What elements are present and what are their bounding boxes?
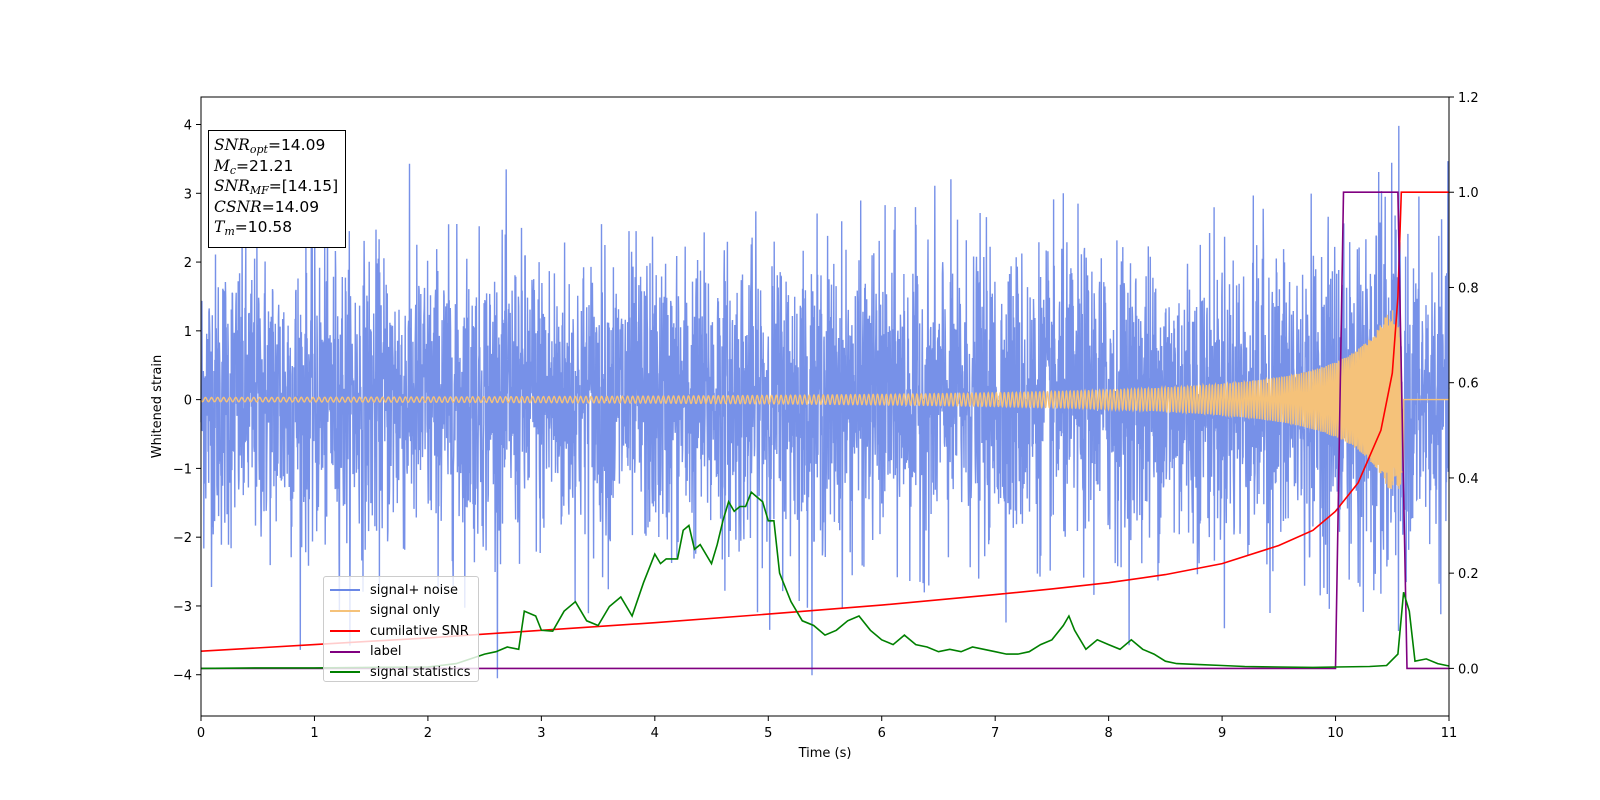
legend-item-signal-only: signal only <box>330 601 472 622</box>
annotation-snr-opt: SNRopt=14.09 <box>214 136 326 156</box>
annotation-snr-mf: SNRMF=[14.15] <box>214 177 339 197</box>
cumulative-snr-line <box>200 191 1449 652</box>
legend-swatch-signal-noise <box>330 589 360 592</box>
x-axis-ticks: 0 1 2 3 4 5 6 7 8 9 10 11 <box>197 716 1457 741</box>
annotation-tm: Tm=10.58 <box>214 218 293 238</box>
y-tick-label: 0 <box>184 394 192 409</box>
legend-item-signal-statistics: signal statistics <box>330 662 472 683</box>
x-tick-label: 2 <box>424 726 432 741</box>
plot-frame <box>200 96 1450 717</box>
series-signal-noise <box>200 125 1450 679</box>
y-tick-label: 1 <box>184 325 192 340</box>
x-tick-label: 5 <box>764 726 772 741</box>
legend-swatch-label <box>330 650 360 653</box>
legend-item-label: label <box>330 642 472 663</box>
legend-swatch-signal-statistics <box>330 671 360 674</box>
x-tick-label: 9 <box>1218 726 1226 741</box>
series-signal-only <box>200 310 1449 490</box>
legend-label-label: label <box>370 644 402 660</box>
legend-label-signal-only: signal only <box>370 603 441 619</box>
legend-item-cumulative-snr: cumilative SNR <box>330 621 472 642</box>
y2-tick-label: 1.2 <box>1458 91 1479 106</box>
annotation-csnr: CSNR=14.09 <box>214 197 320 216</box>
x-tick-label: 10 <box>1327 726 1344 741</box>
y-tick-label: −1 <box>173 462 192 477</box>
x-axis-label: Time (s) <box>798 746 852 761</box>
y2-axis-ticks: 0.0 0.2 0.4 0.6 0.8 1.0 1.2 <box>1449 91 1479 677</box>
signal-only-line <box>200 310 1449 490</box>
legend-label-signal-noise: signal+ noise <box>370 582 459 598</box>
series-label <box>201 191 1449 670</box>
legend-label-cumulative-snr: cumilative SNR <box>370 623 469 639</box>
legend-swatch-cumulative-snr <box>330 630 360 633</box>
series-cumulative-snr <box>200 191 1449 652</box>
x-tick-label: 3 <box>537 726 545 741</box>
y-tick-label: −3 <box>173 600 192 615</box>
annotation-box: SNRopt=14.09 Mc=21.21 SNRMF=[14.15] CSNR… <box>208 130 346 248</box>
y2-tick-label: 0.4 <box>1458 472 1479 487</box>
y2-tick-label: 0.2 <box>1458 567 1479 582</box>
annotation-mc: Mc=21.21 <box>214 156 294 177</box>
legend-item-signal-noise: signal+ noise <box>330 580 472 601</box>
x-tick-label: 4 <box>651 726 659 741</box>
y2-tick-label: 0.6 <box>1458 377 1479 392</box>
y-axis-ticks: −4 −3 −2 −1 0 1 2 3 4 <box>173 119 201 684</box>
y-tick-label: −2 <box>173 531 192 546</box>
y-axis-label: Whitened strain <box>150 355 165 458</box>
legend: signal+ noise signal only cumilative SNR… <box>323 576 479 682</box>
signal-noise-line <box>200 125 1450 679</box>
legend-swatch-signal-only <box>330 609 360 612</box>
x-tick-label: 8 <box>1104 726 1112 741</box>
x-tick-label: 11 <box>1441 726 1458 741</box>
y-tick-label: 2 <box>184 256 192 271</box>
x-tick-label: 0 <box>197 726 205 741</box>
series-signal-statistics <box>200 490 1450 670</box>
signal-statistics-line <box>200 490 1450 670</box>
y2-tick-label: 0.0 <box>1458 662 1479 677</box>
y2-tick-label: 1.0 <box>1458 186 1479 201</box>
y-tick-label: −4 <box>173 669 192 684</box>
legend-label-signal-statistics: signal statistics <box>370 664 471 680</box>
x-tick-label: 6 <box>878 726 886 741</box>
x-tick-label: 7 <box>991 726 999 741</box>
y-tick-label: 4 <box>184 119 192 134</box>
label-line <box>201 191 1449 670</box>
x-tick-label: 1 <box>310 726 318 741</box>
y-tick-label: 3 <box>184 187 192 202</box>
y2-tick-label: 0.8 <box>1458 281 1479 296</box>
